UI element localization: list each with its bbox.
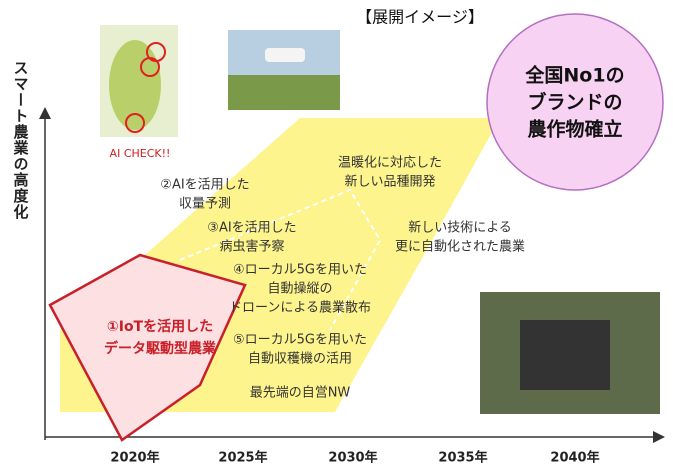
x-axis-label: 2035年 [438,450,487,466]
stage-text: 更に自動化された農業 [395,239,525,255]
stage-1-text: データ駆動型農業 [104,340,217,357]
stage-text: ②AIを活用した [160,178,249,193]
goal-text: 農作物確立 [527,118,622,141]
x-axis-label: 2020年 [110,450,159,466]
stage-text: 収量予測 [179,197,231,212]
stage-text: 最先端の自営NW [250,386,351,401]
stage-text: ⑤ローカル5Gを用いた [233,333,367,348]
stage-1-text: ①IoTを活用した [107,318,213,335]
stage-text: 温暖化に対応した [338,156,442,171]
x-axis-label: 2040年 [550,450,599,466]
goal-text: ブランドの [527,91,622,114]
robot [520,320,610,390]
stage-text: ドローンによる農業散布 [229,300,371,316]
grape-bunch [109,40,161,130]
goal-text: 全国No1の [524,64,624,87]
photo-caption: AI CHECK!! [110,147,171,160]
y-axis-label: スマート農業の高度化 [12,60,30,220]
stage-text: 自動収穫機の活用 [248,352,352,367]
stage-text: ④ローカル5Gを用いた [233,263,367,278]
stage-text: 病虫害予察 [219,239,284,255]
diagram: スマート農業の高度化 2020年 2025年 2030年 2035年 2040年 【展開… [0,0,673,468]
stage-text: 新しい技術による [408,220,512,236]
stage-text: 自動操縦の [267,281,332,297]
x-axis-label: 2030年 [328,450,377,466]
title: 【展開イメージ】 [356,8,484,27]
stage-text: ③AIを活用した [207,221,296,236]
stage-text: 新しい品種開発 [344,174,435,190]
drone [265,48,305,62]
drone-photo-field [228,75,340,110]
x-axis-label: 2025年 [218,450,267,466]
